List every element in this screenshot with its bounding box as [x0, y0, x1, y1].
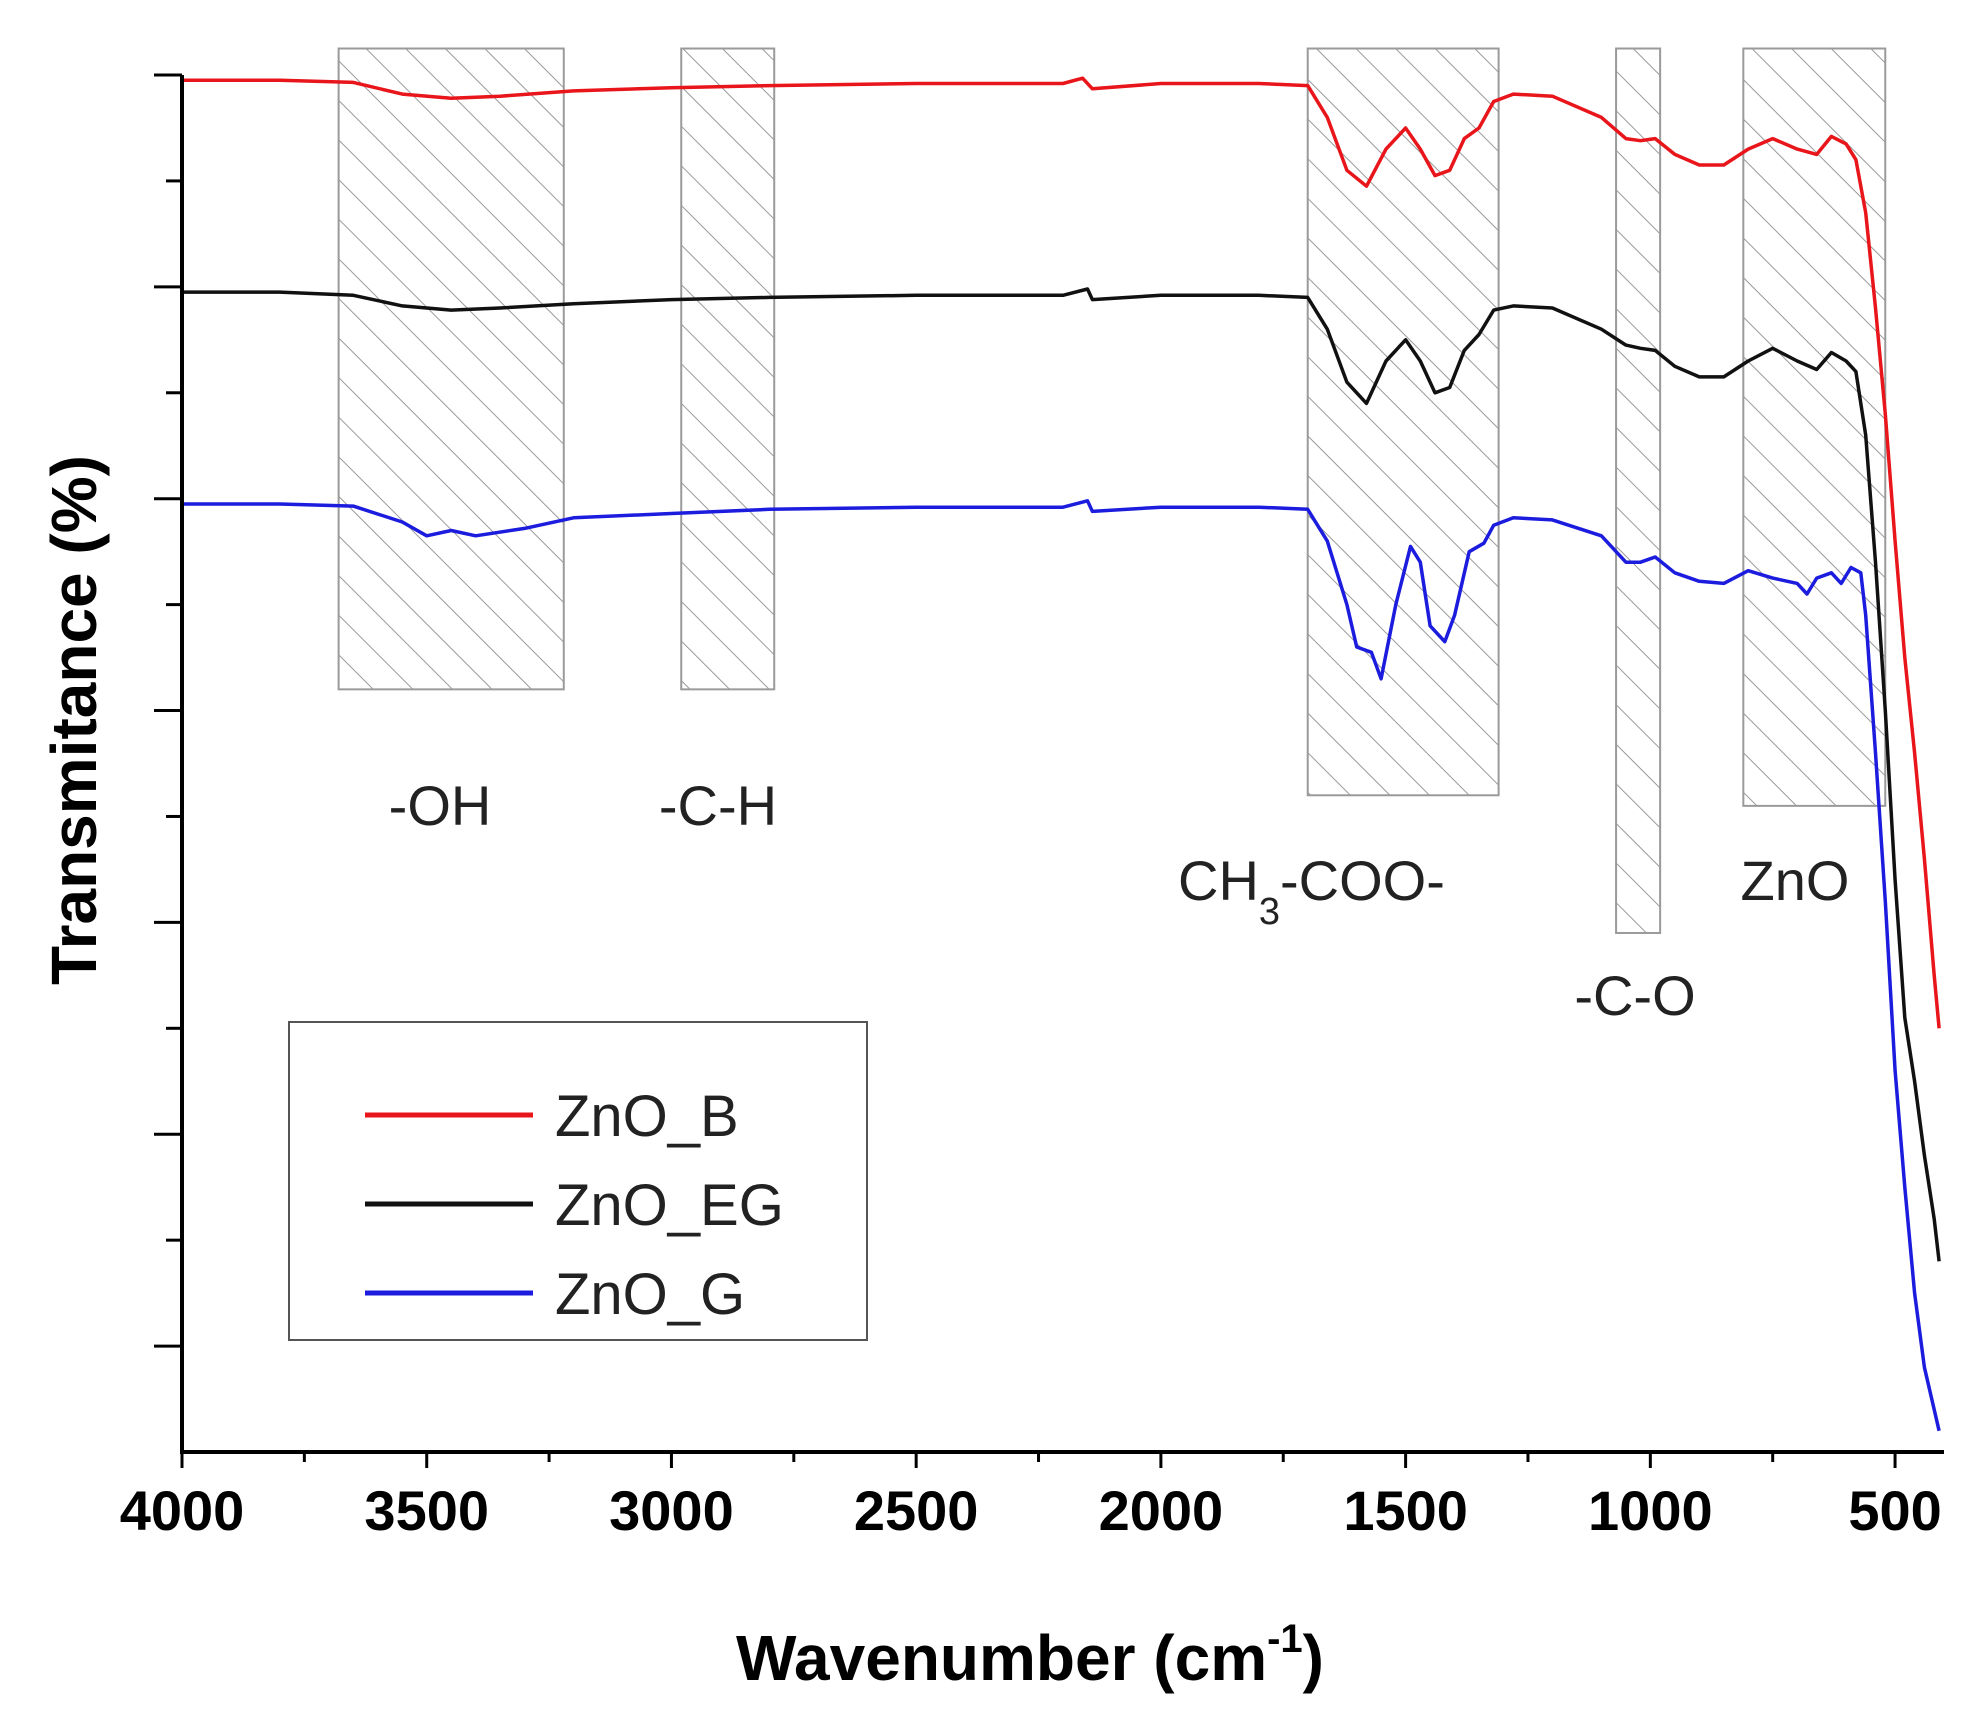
y-ticks: [154, 73, 182, 1348]
x-axis-title-main: Wavenumber (cm: [736, 1622, 1267, 1694]
band-label-zno: ZnO: [1741, 849, 1850, 912]
legend-label-zno-g: ZnO_G: [555, 1262, 745, 1327]
band-region-4: [1742, 47, 1887, 807]
series-line-zno-b: [182, 76, 1941, 1029]
x-tick-label: 2500: [854, 1479, 979, 1542]
band-labels: -OH -C-H CH3-COO- -C-O ZnO: [389, 774, 1850, 1027]
legend-label-zno-eg: ZnO_EG: [555, 1173, 784, 1238]
legend-box: [288, 1021, 868, 1341]
band-region-3: [1615, 47, 1662, 934]
band-region-0: [337, 47, 565, 691]
band-label-ch: -C-H: [659, 774, 777, 837]
x-ticks: 4000 3500 3000 2500 2000 1500 1000 500: [120, 1452, 1942, 1542]
series-line-zno-eg: [182, 287, 1941, 1262]
band-label-co: -C-O: [1574, 964, 1695, 1027]
band-region-1: [680, 47, 776, 691]
x-tick-label: 3000: [609, 1479, 734, 1542]
x-tick-label: 4000: [120, 1479, 245, 1542]
band-label-acetate: CH3-COO-: [1178, 849, 1445, 933]
series-line-zno-g: [182, 499, 1941, 1432]
x-axis-title-sup: -1: [1267, 1617, 1303, 1661]
band-label-acetate-main: CH: [1178, 849, 1259, 912]
x-tick-label: 2000: [1099, 1479, 1224, 1542]
band-region-2: [1306, 47, 1500, 797]
bands-layer: [337, 47, 1887, 934]
x-tick-label: 1500: [1343, 1479, 1468, 1542]
x-tick-label: 1000: [1588, 1479, 1713, 1542]
x-axis-title-close: ): [1303, 1622, 1324, 1694]
legend-label-zno-b: ZnO_B: [555, 1084, 739, 1149]
y-axis-title: Transmitance (%): [38, 455, 110, 985]
band-label-oh: -OH: [389, 774, 492, 837]
x-tick-label: 3500: [364, 1479, 489, 1542]
band-label-acetate-sub: 3: [1259, 891, 1280, 933]
x-tick-label: 500: [1848, 1479, 1941, 1542]
band-label-acetate-tail: -COO-: [1280, 849, 1445, 912]
legend: ZnO_B ZnO_EG ZnO_G: [288, 1021, 868, 1341]
x-axis-title: Wavenumber (cm-1): [736, 1617, 1324, 1694]
series-layer: [182, 76, 1941, 1432]
